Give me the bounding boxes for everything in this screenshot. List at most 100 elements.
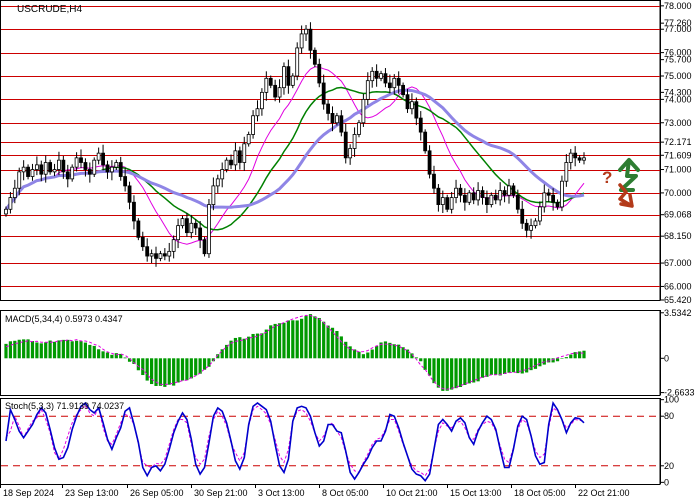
candle-body <box>277 87 282 98</box>
x-tick-label: 30 Sep 21:00 <box>194 488 248 498</box>
macd-bar <box>273 323 277 359</box>
candle-body <box>387 82 392 89</box>
candle-body <box>321 82 326 105</box>
candle-body <box>515 194 520 210</box>
stoch-y-tick-label: 20 <box>664 461 674 471</box>
candle-body <box>132 201 136 222</box>
candle-body <box>286 66 291 86</box>
candle-body <box>109 166 114 173</box>
candle-body <box>83 162 88 170</box>
macd-bar <box>52 341 57 359</box>
macd-bar <box>180 358 185 381</box>
stoch-main-line <box>5 400 585 483</box>
price-y-tick-label: 74.000 <box>664 94 692 104</box>
candle-body <box>17 171 22 189</box>
candle-body <box>339 115 344 133</box>
stoch-panel-title: Stoch(5,3,3) 71.9139 74.0237 <box>5 401 124 411</box>
stoch-y-tick-label: 0 <box>664 477 669 487</box>
candle-body <box>207 204 211 255</box>
macd-bar <box>185 358 189 381</box>
macd-bar <box>295 320 299 359</box>
macd-bar <box>361 354 365 359</box>
candle-body <box>295 47 300 77</box>
macd-bar <box>238 337 242 359</box>
macd-bar <box>573 352 577 359</box>
macd-bar <box>335 330 339 359</box>
candle-body <box>551 194 556 203</box>
candle-body <box>176 225 180 241</box>
candle-body <box>343 131 348 159</box>
macd-bar <box>427 358 432 376</box>
macd-bar <box>260 333 264 359</box>
macd-bar <box>150 358 154 385</box>
macd-panel: 3.5342 0 -2.6633 <box>0 308 695 398</box>
macd-bar <box>30 341 35 359</box>
price-panel-title: USCRUDE,H4 <box>17 4 82 15</box>
candle-body <box>485 197 489 205</box>
macd-y-tick-label: -2.6633 <box>664 388 695 398</box>
candle-body <box>246 134 251 145</box>
macd-bar <box>525 358 529 373</box>
candle-body <box>432 173 436 189</box>
candle-body <box>352 134 357 149</box>
candle-body <box>308 28 313 51</box>
macd-bar <box>300 318 304 359</box>
stoch-panel: 100 80 20 0 <box>0 395 679 487</box>
candle-body <box>312 49 317 65</box>
candle-body <box>370 70 375 82</box>
candle-body <box>335 115 339 124</box>
macd-bar <box>480 358 485 378</box>
macd-bar <box>83 342 88 359</box>
candle-body <box>215 178 220 187</box>
macd-bar <box>410 353 414 359</box>
macd-bar <box>494 358 498 375</box>
macd-bar <box>463 358 467 385</box>
macd-bar <box>74 340 79 359</box>
macd-bar <box>485 358 489 377</box>
macd-bar <box>538 358 542 367</box>
macd-bar <box>445 358 449 391</box>
candle-body <box>123 176 128 187</box>
price-y-tick-label: 74.300 <box>664 87 692 97</box>
candle-body <box>524 222 529 231</box>
candle-body <box>87 169 92 175</box>
candle-body <box>379 73 383 79</box>
macd-y-ticks: 3.5342 0 -2.6633 <box>660 308 695 398</box>
annotations: ? <box>602 158 640 208</box>
candle-body <box>476 190 481 201</box>
candle-body <box>418 117 423 133</box>
candle-body <box>12 187 17 198</box>
macd-bar <box>569 354 573 359</box>
candle-body <box>242 143 247 163</box>
candle-body <box>21 166 26 173</box>
candle-body <box>546 192 551 196</box>
candle-body <box>555 201 560 208</box>
candle-body <box>145 246 150 257</box>
question-mark: ? <box>602 168 612 187</box>
candle-body <box>401 84 405 96</box>
candle-body <box>105 164 110 173</box>
candles <box>4 22 586 267</box>
candle-body <box>149 253 154 257</box>
macd-bar <box>70 341 74 359</box>
candle-body <box>260 91 264 110</box>
candle-body <box>374 70 379 79</box>
x-tick-label: 26 Sep 05:00 <box>130 488 184 498</box>
candle-body <box>282 66 286 89</box>
macd-bar <box>330 327 335 359</box>
candle-body <box>462 194 467 203</box>
candle-body <box>489 194 494 205</box>
candle-body <box>57 159 61 170</box>
price-y-tick-label: 76.000 <box>664 48 692 58</box>
price-y-tick-label: 78.000 <box>664 1 692 11</box>
x-axis: 18 Sep 2024 23 Sep 13:00 26 Sep 05:00 30 Se… <box>0 484 630 498</box>
macd-bar <box>405 349 410 359</box>
macd-bar <box>132 358 136 364</box>
candle-body <box>449 197 454 210</box>
macd-bar <box>308 314 313 359</box>
price-y-tick-label: 75.000 <box>664 71 692 81</box>
macd-bar <box>269 325 273 359</box>
candle-body <box>423 131 428 152</box>
candle-body <box>560 180 564 208</box>
